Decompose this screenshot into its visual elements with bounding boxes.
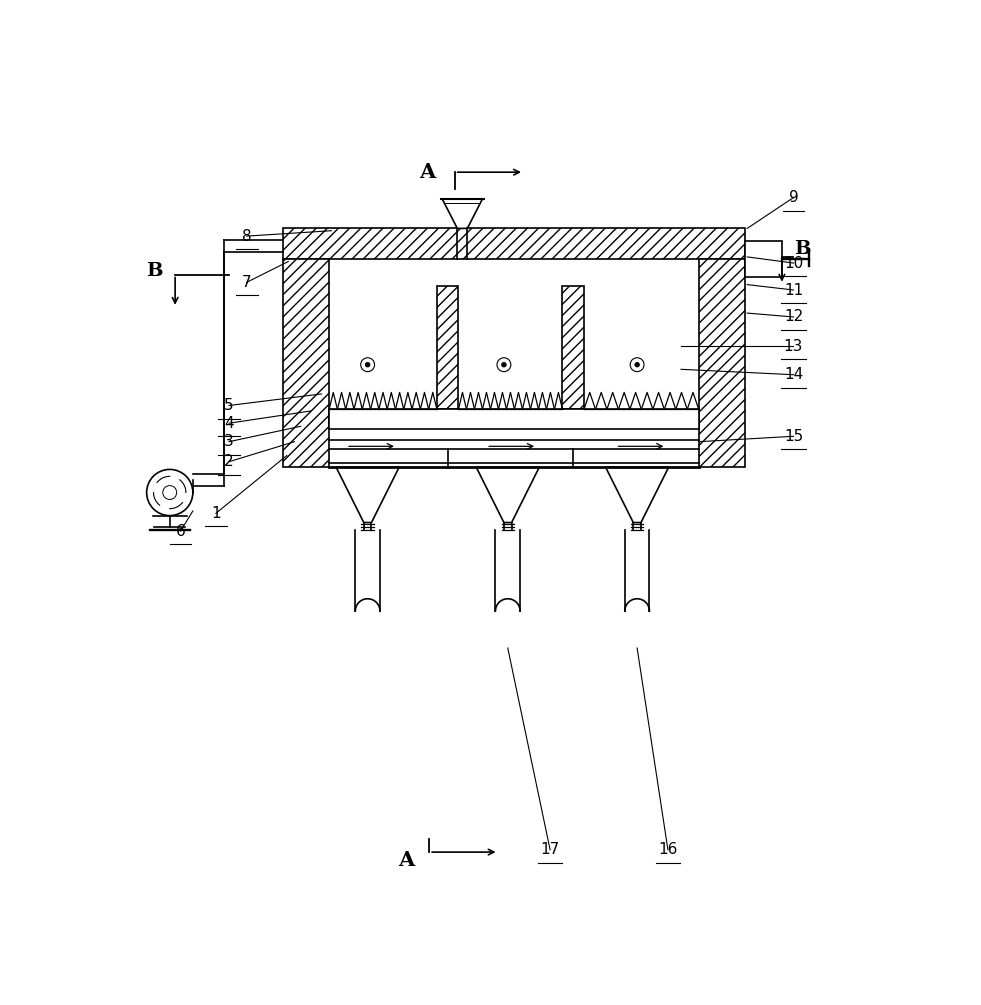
Text: 2: 2 <box>225 454 233 469</box>
Polygon shape <box>283 228 745 259</box>
Polygon shape <box>605 467 669 523</box>
Circle shape <box>501 363 506 367</box>
Polygon shape <box>330 259 698 388</box>
Circle shape <box>366 363 370 367</box>
Text: 8: 8 <box>242 228 251 243</box>
Text: 15: 15 <box>784 429 803 444</box>
Text: B: B <box>795 240 811 258</box>
Polygon shape <box>562 286 584 409</box>
Text: 7: 7 <box>242 274 251 289</box>
Text: 9: 9 <box>789 190 799 205</box>
Text: 3: 3 <box>224 434 233 449</box>
Text: 17: 17 <box>541 842 560 857</box>
Text: B: B <box>146 261 163 279</box>
Text: 13: 13 <box>784 339 803 354</box>
Text: 10: 10 <box>784 255 803 270</box>
Text: 1: 1 <box>211 506 221 521</box>
Polygon shape <box>330 409 698 428</box>
Polygon shape <box>698 259 745 467</box>
Polygon shape <box>745 241 782 277</box>
Circle shape <box>635 363 640 367</box>
Text: 12: 12 <box>784 310 803 325</box>
Text: 16: 16 <box>658 842 678 857</box>
Text: 11: 11 <box>784 282 803 297</box>
Text: 14: 14 <box>784 367 803 382</box>
Text: A: A <box>419 162 435 182</box>
Text: 4: 4 <box>225 416 233 431</box>
Polygon shape <box>283 259 330 467</box>
Text: A: A <box>398 850 414 869</box>
Polygon shape <box>437 286 458 409</box>
Text: 5: 5 <box>225 398 233 413</box>
Polygon shape <box>336 467 399 523</box>
Text: 6: 6 <box>176 524 185 539</box>
Polygon shape <box>476 467 540 523</box>
Polygon shape <box>442 199 483 228</box>
